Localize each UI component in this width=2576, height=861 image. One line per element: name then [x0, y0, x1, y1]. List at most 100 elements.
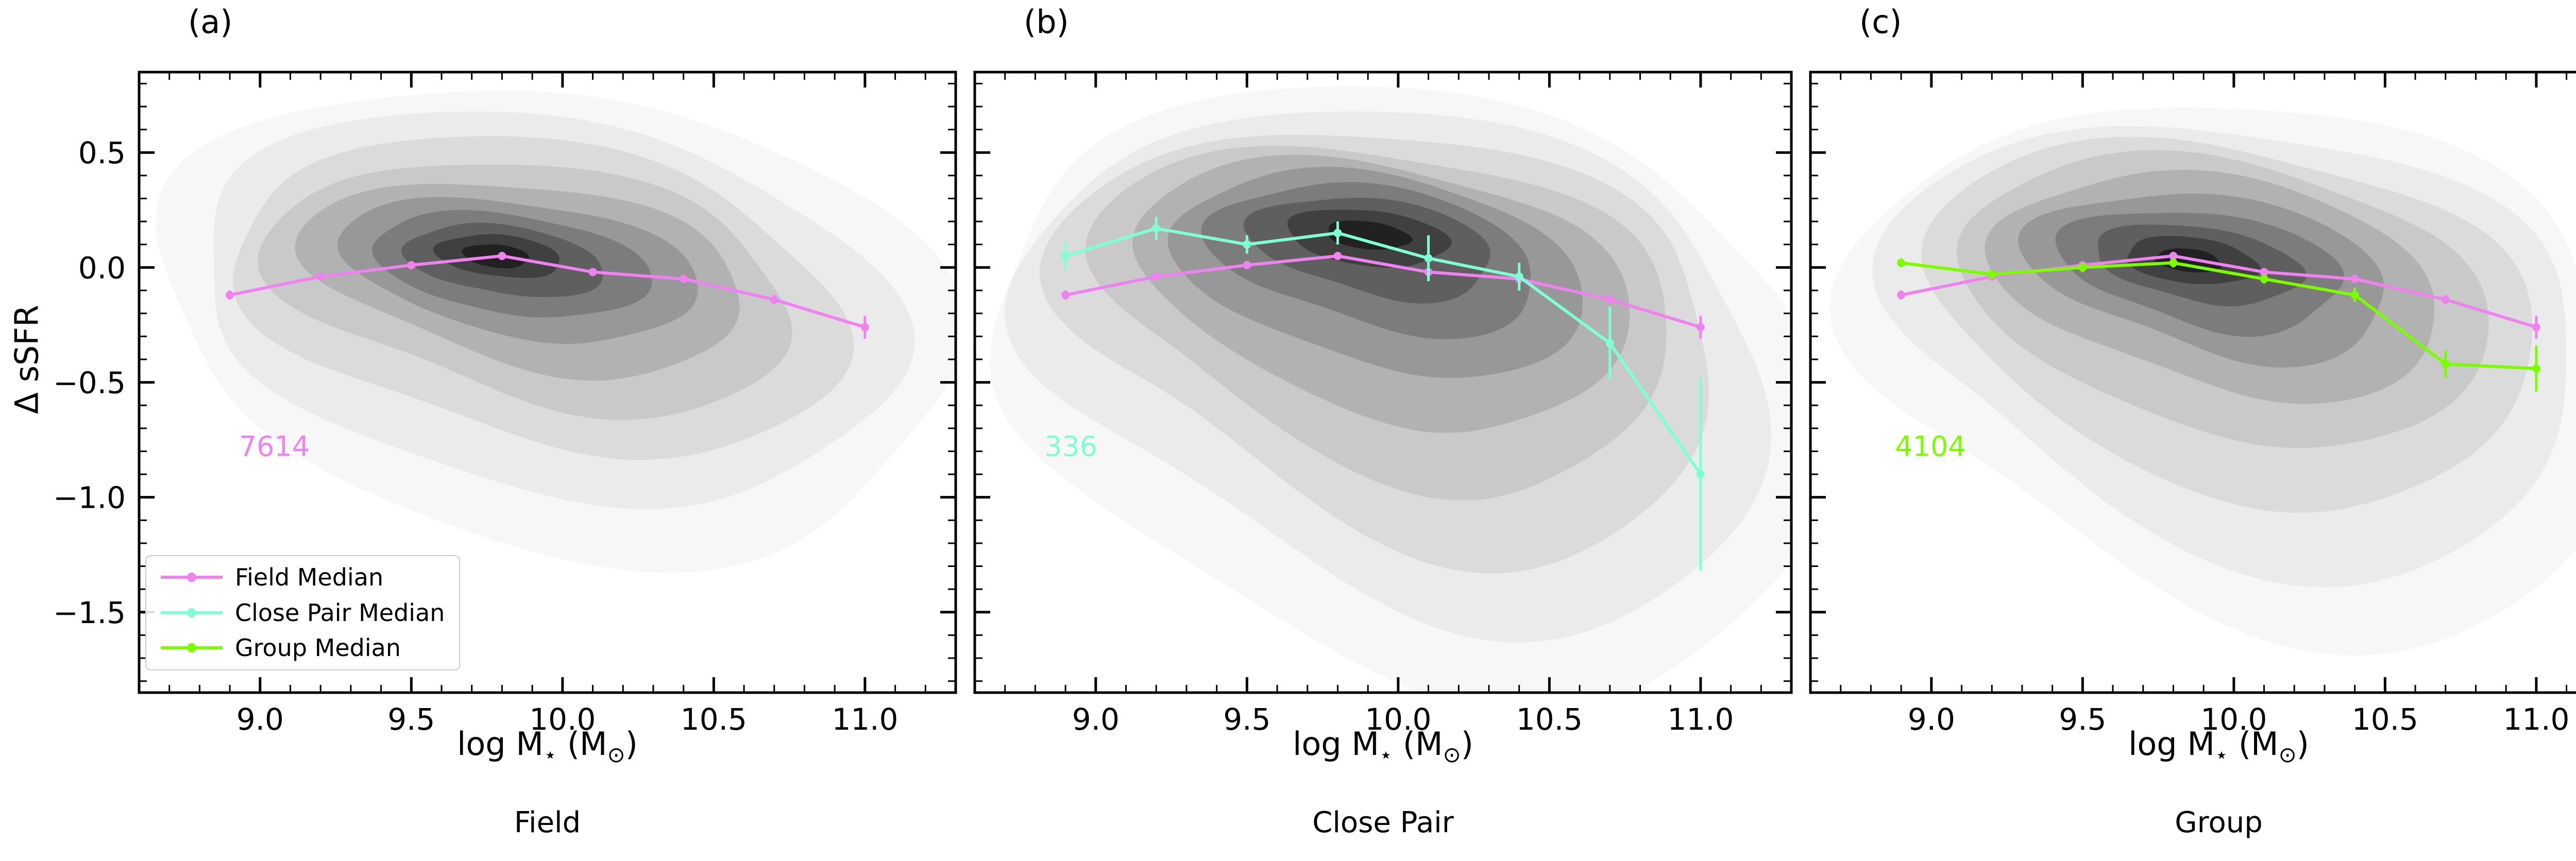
xlabel-subscript-star: ⋆: [543, 742, 557, 767]
legend-label-group: Group Median: [235, 634, 401, 662]
field-median-marker: [588, 268, 597, 277]
legend-item-close-pair-median: Close Pair Median: [161, 598, 445, 627]
xlabel-subscript-sun: ⊙: [2278, 742, 2297, 767]
legend-marker-close-pair: [187, 608, 196, 617]
count-annotation-group: 4104: [1895, 430, 1966, 463]
xlabel-part: (M: [557, 725, 607, 763]
panel-letter-b: (b): [1024, 3, 1069, 41]
x-tick-label: 9.5: [2059, 702, 2106, 737]
xlabel-subscript-star: ⋆: [2214, 742, 2229, 767]
panel-caption-close-pair: Close Pair: [1312, 806, 1454, 839]
xlabel-subscript-sun: ⊙: [1443, 742, 1461, 767]
field-median-marker: [2441, 295, 2450, 304]
legend-item-field-median: Field Median: [161, 564, 445, 591]
panel-a-series: [226, 252, 869, 339]
legend-label-close-pair: Close Pair Median: [235, 598, 445, 627]
group-median-marker: [1988, 270, 1996, 279]
x-tick-label: 10.5: [1516, 702, 1583, 737]
close-pair-median-line: [1064, 227, 1702, 476]
legend-item-group-median: Group Median: [161, 635, 445, 661]
legend-line-sample-group: [161, 643, 223, 653]
x-tick-label: 10.0: [2200, 702, 2267, 737]
field-median-marker: [1061, 290, 1070, 299]
panel-b-axes: [973, 71, 1793, 694]
group-median-line: [1900, 261, 2538, 370]
x-axis-label-a: log M⋆ (M⊙): [457, 725, 638, 767]
field-median-marker: [2260, 268, 2268, 277]
panel-a-axes: [138, 71, 957, 694]
panel-c-density-contours: [1830, 108, 2576, 656]
x-tick-label: 11.0: [832, 702, 898, 737]
field-median-marker: [498, 252, 506, 261]
field-median-marker: [679, 274, 688, 283]
group-median-marker: [2078, 263, 2087, 272]
xlabel-part: (M: [2228, 725, 2279, 763]
close-pair-median-marker: [1152, 224, 1161, 233]
panel-letter-a: (a): [188, 3, 233, 41]
field-median-marker: [1696, 323, 1705, 332]
x-axis-label-c: log M⋆ (M⊙): [2128, 725, 2309, 767]
field-median-marker: [2169, 252, 2178, 261]
legend-marker-group: [187, 643, 196, 653]
y-tick-label: −0.5: [53, 366, 126, 401]
field-median-marker: [226, 290, 234, 299]
xlabel-part: ): [625, 725, 638, 763]
field-median-marker: [770, 295, 778, 304]
close-pair-median-marker: [1515, 272, 1523, 281]
x-tick-label: 10.5: [2352, 702, 2418, 737]
xlabel-part: log M: [2128, 725, 2215, 763]
close-pair-median-marker: [1243, 240, 1251, 249]
close-pair-median-marker: [1696, 470, 1705, 479]
legend-line-sample-close-pair: [161, 608, 223, 617]
field-median-marker: [407, 261, 416, 269]
x-axis-label-b: log M⋆ (M⊙): [1293, 725, 1473, 767]
x-tick-label: 11.0: [2503, 702, 2569, 737]
panel-caption-field: Field: [514, 806, 581, 839]
field-median-marker: [2350, 274, 2359, 283]
y-tick-label: −1.0: [53, 480, 126, 515]
panel-a-density-contours: [155, 90, 956, 573]
x-tick-label: 10.5: [681, 702, 747, 737]
xlabel-part: log M: [457, 725, 544, 763]
field-median-line: [1064, 254, 1702, 329]
count-annotation-close-pair: 336: [1044, 430, 1098, 463]
group-median-marker: [2350, 290, 2359, 299]
field-median-marker: [2532, 323, 2540, 332]
close-pair-median-marker: [1333, 229, 1342, 237]
x-tick-label: 9.0: [1072, 702, 1120, 737]
panel-c-series: [1897, 252, 2540, 392]
count-annotation-field: 7614: [239, 430, 310, 463]
x-tick-label: 9.0: [236, 702, 284, 737]
group-median-marker: [2169, 259, 2178, 267]
field-median-marker: [1897, 290, 1906, 299]
panel-b-series: [1061, 217, 1705, 571]
y-tick-label: −1.5: [53, 595, 126, 630]
panel-b-density-contours: [990, 86, 1791, 693]
xlabel-part: ): [2296, 725, 2309, 763]
field-median-marker: [1152, 272, 1161, 281]
field-median-marker: [316, 272, 325, 281]
xlabel-part: log M: [1293, 725, 1379, 763]
x-tick-label: 11.0: [1667, 702, 1734, 737]
group-median-marker: [2532, 364, 2540, 373]
y-axis-label: Δ sSFR: [8, 304, 46, 414]
field-median-marker: [1333, 252, 1342, 261]
xlabel-part: ): [1461, 725, 1473, 763]
y-tick-label: 0.5: [78, 135, 126, 170]
panel-caption-group: Group: [2175, 806, 2263, 839]
close-pair-median-marker: [1424, 254, 1433, 263]
group-median-marker: [2260, 274, 2268, 283]
xlabel-part: (M: [1393, 725, 1443, 763]
group-median-marker: [1897, 259, 1906, 267]
field-median-marker: [1243, 261, 1251, 269]
x-tick-label: 10.0: [529, 702, 596, 737]
group-median-marker: [2441, 359, 2450, 368]
panel-letter-c: (c): [1859, 3, 1902, 41]
x-tick-label: 9.5: [387, 702, 435, 737]
legend-marker-field: [187, 573, 196, 582]
density-contour-level-9: [1328, 220, 1413, 250]
close-pair-median-marker: [1605, 339, 1614, 348]
field-median-marker: [1605, 295, 1614, 304]
xlabel-subscript-sun: ⊙: [607, 742, 625, 767]
